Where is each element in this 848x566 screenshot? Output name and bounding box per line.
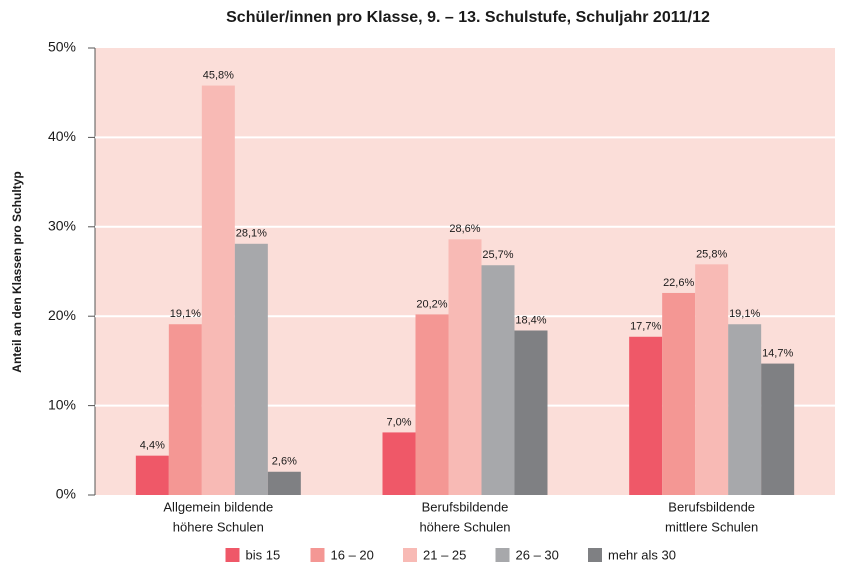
legend-swatch [495,548,510,562]
value-label: 19,1% [729,308,760,320]
bar [267,471,301,495]
x-tick-label: Berufsbildende [668,499,755,514]
value-label: 20,2% [416,298,447,310]
value-label: 14,7% [762,347,793,359]
value-label: 2,6% [272,456,297,468]
y-axis-title: Anteil an den Klassen pro Schultyp [10,171,24,372]
legend-swatch [225,548,240,562]
value-label: 28,6% [449,223,480,235]
x-tick-label: höhere Schulen [173,519,264,534]
bar [728,324,762,495]
value-label: 25,8% [696,248,727,260]
bar [662,292,696,495]
value-label: 17,7% [630,321,661,333]
bar [135,455,169,495]
bar [415,314,449,495]
bar [695,264,729,495]
x-tick-label: Berufsbildende [422,499,509,514]
y-tick-label: 20% [48,307,76,323]
x-tick-label: höhere Schulen [419,519,510,534]
legend-swatch [403,548,417,562]
x-tick-label: mittlere Schulen [665,519,758,534]
bar [514,330,548,495]
bar [168,324,202,495]
y-tick-label: 50% [48,39,76,55]
value-label: 19,1% [170,308,201,320]
legend-swatch [310,548,325,562]
chart-title: Schüler/innen pro Klasse, 9. – 13. Schul… [226,9,710,26]
bar [234,243,268,495]
bar [448,239,482,495]
legend-swatch [588,548,602,562]
value-label: 45,8% [203,69,234,81]
bar [629,336,663,495]
legend-label: 21 – 25 [423,547,466,562]
value-label: 7,0% [386,416,411,428]
value-label: 25,7% [482,249,513,261]
value-label: 18,4% [515,314,546,326]
x-tick-label: Allgemein bildende [163,499,273,514]
value-label: 28,1% [236,228,267,240]
value-label: 4,4% [140,440,165,452]
bar [481,265,515,495]
legend-label: mehr als 30 [608,547,676,562]
y-tick-label: 40% [48,128,76,144]
legend-label: bis 15 [246,547,281,562]
bar [201,85,235,495]
bar [761,363,795,495]
y-tick-label: 0% [56,486,76,502]
legend-label: 26 – 30 [516,547,559,562]
bar [382,432,416,495]
legend-label: 16 – 20 [331,547,374,562]
y-tick-label: 10% [48,396,76,412]
y-tick-label: 30% [48,218,76,234]
value-label: 22,6% [663,277,694,289]
